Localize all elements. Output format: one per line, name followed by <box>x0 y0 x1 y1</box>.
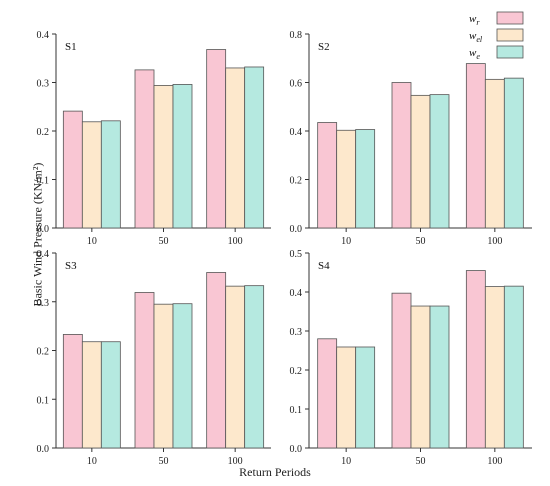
legend-label: we <box>469 47 480 61</box>
y-tick-label: 0.0 <box>37 224 50 235</box>
bar-wr-50 <box>391 82 412 229</box>
y-tick-label: 0.4 <box>37 30 50 41</box>
bar-we-10 <box>100 120 121 229</box>
y-tick-label: 0.1 <box>37 395 50 406</box>
x-tick-label: 100 <box>487 236 502 247</box>
y-tick-label: 0.8 <box>290 30 303 41</box>
bar-we-100 <box>244 285 265 449</box>
x-axis-label: Return Periods <box>239 465 311 479</box>
x-tick-label: 10 <box>87 456 97 467</box>
bar-wel-100 <box>225 67 246 229</box>
x-tick-label: 50 <box>416 236 426 247</box>
bar-we-10 <box>100 341 121 449</box>
bar-we-50 <box>429 94 450 229</box>
bar-wel-100 <box>225 285 246 449</box>
legend-swatch <box>496 28 524 42</box>
y-tick-label: 0.3 <box>290 327 303 338</box>
x-tick-label: 100 <box>228 236 243 247</box>
y-tick-label: 0.3 <box>37 79 50 90</box>
bar-wr-100 <box>465 270 486 449</box>
y-tick-label: 0.2 <box>290 366 303 377</box>
bar-wel-10 <box>336 129 357 229</box>
y-tick-label: 0.6 <box>290 79 303 90</box>
bar-we-50 <box>172 303 193 449</box>
bar-we-10 <box>355 346 376 449</box>
bar-wr-10 <box>62 334 83 449</box>
x-tick-label: 50 <box>159 236 169 247</box>
bar-wel-100 <box>484 78 505 229</box>
panel-title: S3 <box>65 260 77 272</box>
bar-wr-50 <box>134 69 155 229</box>
y-tick-label: 0.2 <box>37 127 50 138</box>
y-tick-label: 0.4 <box>290 127 303 138</box>
bar-wel-100 <box>484 286 505 449</box>
bar-wr-10 <box>317 122 338 229</box>
bar-wr-100 <box>465 63 486 229</box>
y-tick-label: 0.2 <box>37 347 50 358</box>
y-tick-label: 0.4 <box>37 249 50 260</box>
legend-swatch <box>496 45 524 59</box>
bar-wel-50 <box>153 303 174 449</box>
y-tick-label: 0.4 <box>290 288 303 299</box>
bar-we-100 <box>503 285 524 449</box>
bar-we-50 <box>172 84 193 229</box>
x-tick-label: 100 <box>228 456 243 467</box>
bar-wr-50 <box>391 292 412 449</box>
x-tick-label: 10 <box>87 236 97 247</box>
bar-wel-10 <box>81 341 102 449</box>
bar-wel-10 <box>81 121 102 229</box>
y-tick-label: 0.3 <box>37 298 50 309</box>
panel-title: S4 <box>318 260 330 272</box>
bar-we-100 <box>244 66 265 229</box>
y-tick-label: 0.1 <box>290 405 303 416</box>
x-tick-label: 50 <box>159 456 169 467</box>
bar-wel-50 <box>153 85 174 229</box>
bar-wel-50 <box>410 94 431 229</box>
bar-we-100 <box>503 77 524 229</box>
y-tick-label: 0.0 <box>290 224 303 235</box>
bar-wr-10 <box>62 110 83 229</box>
bar-wel-10 <box>336 346 357 449</box>
y-tick-label: 0.2 <box>290 176 303 187</box>
bar-we-50 <box>429 305 450 449</box>
panel-title: S2 <box>318 41 330 53</box>
x-tick-label: 10 <box>341 456 351 467</box>
bar-wr-100 <box>206 49 227 229</box>
y-axis-label: Basic Wind Pressure (KN/m²) <box>30 162 45 307</box>
x-tick-label: 100 <box>487 456 502 467</box>
y-tick-label: 0.0 <box>290 444 303 455</box>
bar-wr-10 <box>317 338 338 449</box>
bar-wr-100 <box>206 272 227 449</box>
legend-label: wel <box>469 30 483 44</box>
bar-we-10 <box>355 129 376 229</box>
x-tick-label: 50 <box>416 456 426 467</box>
x-tick-label: 10 <box>341 236 351 247</box>
y-tick-label: 0.0 <box>37 444 50 455</box>
y-tick-label: 0.1 <box>37 176 50 187</box>
y-tick-label: 0.5 <box>290 249 303 260</box>
legend-swatch <box>496 11 524 25</box>
bar-wr-50 <box>134 292 155 449</box>
bar-wel-50 <box>410 305 431 449</box>
panel-title: S1 <box>65 41 77 53</box>
legend-label: wr <box>469 13 480 27</box>
